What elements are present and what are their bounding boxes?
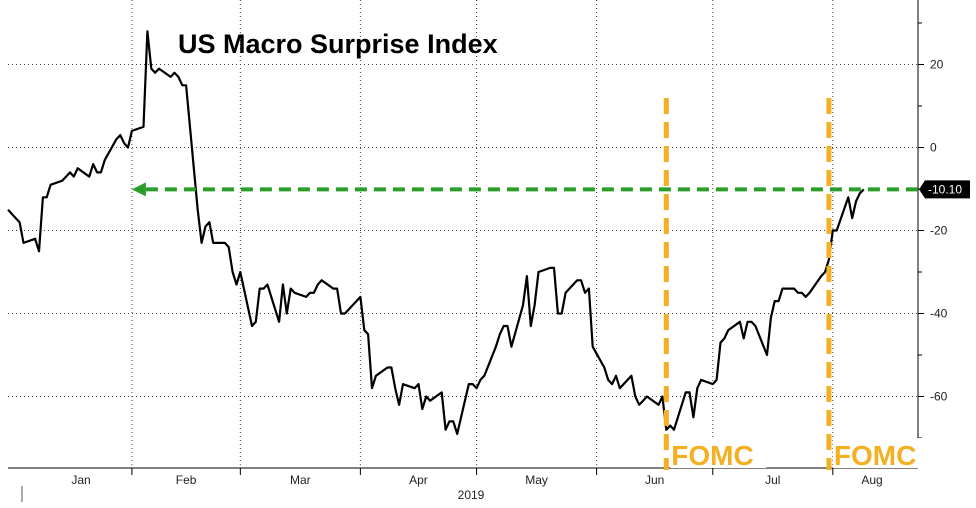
- y-tick-label: -20: [930, 224, 948, 238]
- x-tick-label: Apr: [409, 473, 428, 487]
- y-tick-label: -40: [930, 307, 948, 321]
- y-tick-label: 0: [930, 141, 937, 155]
- fomc-annotations: FOMC FOMC: [663, 98, 929, 471]
- fomc-label-background: [670, 438, 767, 468]
- fomc-label: FOMC: [834, 440, 916, 471]
- x-tick-label: Aug: [861, 473, 882, 487]
- x-tick-label: Jun: [645, 473, 664, 487]
- series-line: [7, 30, 865, 435]
- y-axis-ticks: 20 0 -20 -40 -60: [918, 22, 948, 439]
- reference-arrow-group: [131, 182, 918, 197]
- x-tick-label: May: [525, 473, 548, 487]
- last-value-label: -10.10: [928, 182, 962, 196]
- y-tick-label: -60: [930, 390, 948, 404]
- fomc-label: FOMC: [671, 440, 753, 471]
- last-value-badge-shape: [919, 180, 970, 199]
- fomc-label-background: [832, 438, 929, 468]
- x-axis-ticks: Jan Feb Mar Apr May Jun Jul Aug: [71, 468, 883, 487]
- series-group: [7, 30, 865, 435]
- x-tick-label: Jul: [765, 473, 780, 487]
- x-tick-label: Mar: [290, 473, 311, 487]
- last-value-badge: -10.10: [919, 180, 970, 199]
- y-tick-label: 20: [930, 58, 944, 72]
- grid-lines: [8, 0, 918, 468]
- reference-arrowhead: [131, 182, 146, 197]
- chart-title: US Macro Surprise Index: [178, 29, 498, 59]
- x-tick-label: Jan: [71, 473, 90, 487]
- x-tick-label: Feb: [176, 473, 197, 487]
- x-axis-year-label: 2019: [458, 488, 485, 502]
